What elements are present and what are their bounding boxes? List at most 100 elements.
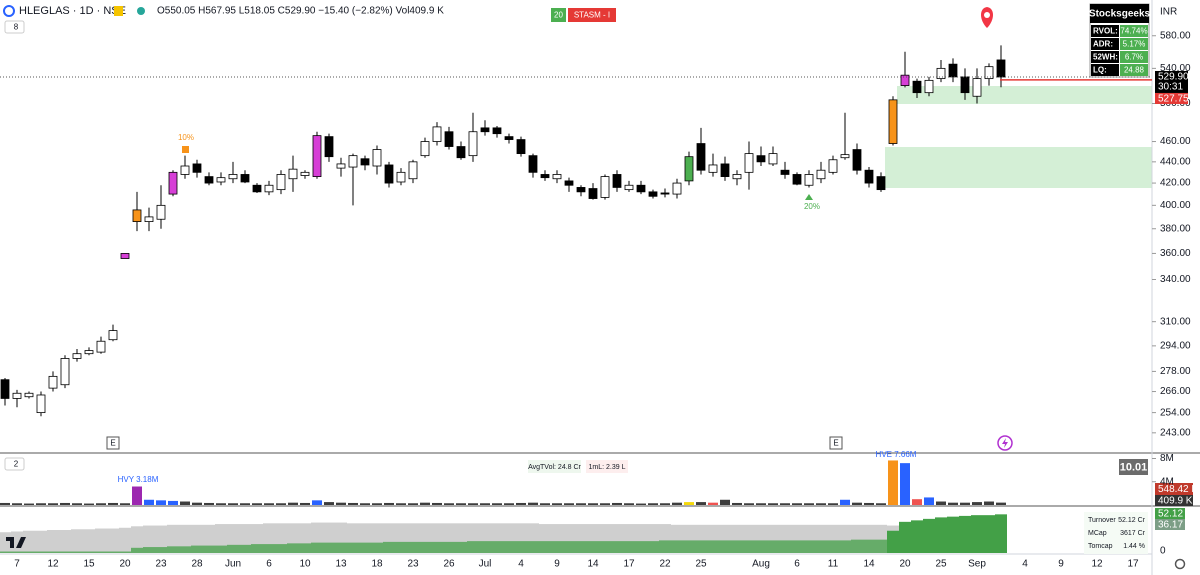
volume-bar <box>0 502 10 505</box>
indicator-count[interactable]: 8 <box>14 23 19 32</box>
x-tick-label: Sep <box>968 559 986 570</box>
symbol[interactable]: HLEGLAS · 1D · NSE <box>19 5 126 17</box>
candle-body <box>324 136 334 158</box>
marks <box>0 45 1007 553</box>
candle-body <box>516 139 526 155</box>
turnover-bar <box>623 541 635 553</box>
turnover-bar <box>551 541 563 553</box>
y-tick-label: 310.00 <box>1160 316 1191 327</box>
volume-bar <box>36 503 46 505</box>
turnover-bar <box>959 515 971 553</box>
currency[interactable]: INR <box>1160 7 1177 18</box>
turnover-bar <box>935 517 947 553</box>
candle-body <box>720 163 730 177</box>
candle-body <box>372 149 382 167</box>
volume-bar <box>132 486 142 505</box>
volume-bar <box>564 503 574 505</box>
candle-body <box>72 353 82 359</box>
turnover-bar <box>923 518 935 553</box>
turnover-bar <box>791 540 803 553</box>
turnover-bar <box>0 551 11 553</box>
value-badge <box>1155 483 1193 495</box>
volume-bar <box>780 503 790 505</box>
volume-bar <box>468 503 478 505</box>
volume-bar <box>24 503 34 505</box>
volume-bar <box>192 502 202 505</box>
volume-bar <box>396 503 406 505</box>
turnover-bar <box>407 541 419 553</box>
turnover-bar <box>23 551 35 553</box>
turnover-bar <box>911 520 923 553</box>
volume-bar <box>672 502 682 505</box>
x-tick-label: 25 <box>695 559 707 570</box>
candle-body <box>444 131 454 147</box>
earnings-label[interactable]: E <box>110 439 115 448</box>
volume-bar <box>612 502 622 505</box>
candle-body <box>288 168 298 180</box>
volume-bar <box>228 503 238 505</box>
y-tick-label: 380.00 <box>1160 223 1191 234</box>
y-tick-label: 8M <box>1160 453 1174 464</box>
flag-icon[interactable] <box>114 6 123 16</box>
value-badge <box>1155 519 1185 530</box>
turnover-bar <box>647 541 659 553</box>
x-tick-label: Jun <box>225 559 241 570</box>
marker-label: 10% <box>178 133 194 142</box>
y-tick-label: 540.00 <box>1160 63 1191 74</box>
candle-body <box>780 169 790 175</box>
candle-body <box>312 135 322 177</box>
candle-body <box>156 204 166 220</box>
earnings-marker[interactable] <box>829 436 843 450</box>
hvy-label: HVY 3.18M <box>118 475 159 484</box>
turnover-bar <box>287 543 299 553</box>
candle-body <box>144 216 154 222</box>
average-bar <box>95 528 107 553</box>
panel-value: 74.74% <box>1120 27 1147 36</box>
turnover-bar <box>563 541 575 553</box>
turnover-bar <box>395 541 407 553</box>
turnover-bar <box>815 540 827 553</box>
indicator-toggle[interactable] <box>4 457 25 471</box>
x-tick-label: 28 <box>191 559 203 570</box>
turnover-bar <box>839 540 851 553</box>
value-badge-text: 36.17 <box>1158 520 1183 531</box>
candle-body <box>612 174 622 188</box>
volume-bar <box>144 499 154 505</box>
turnover-bar <box>131 547 143 553</box>
x-tick-label: Jul <box>479 559 492 570</box>
settings-button[interactable] <box>1174 558 1186 570</box>
candle-body <box>984 66 994 80</box>
earnings-label[interactable]: E <box>833 439 838 448</box>
pin-dot <box>984 12 990 18</box>
y-tick-label: 0 <box>1160 546 1166 557</box>
candle-body <box>792 174 802 185</box>
x-tick-label: 20 <box>899 559 911 570</box>
volume-bar <box>708 502 718 505</box>
volume-bar <box>60 502 70 505</box>
candle-body <box>624 184 634 191</box>
stage-badge <box>568 8 616 22</box>
candle-body <box>348 155 358 168</box>
volume-bar <box>852 502 862 505</box>
volume-bar <box>696 502 706 505</box>
turnover-bar <box>827 540 839 553</box>
panel-value-cell <box>1120 38 1148 50</box>
logo[interactable] <box>6 537 26 548</box>
candle-body <box>456 146 466 159</box>
x-tick-label: 6 <box>794 559 800 570</box>
volume-bar <box>156 500 166 505</box>
hve-label: HVE 7.66M <box>876 450 917 459</box>
panel-label-cell <box>1091 51 1119 63</box>
earnings-marker[interactable] <box>106 436 120 450</box>
volume-bar <box>312 500 322 505</box>
turnover-bar <box>443 541 455 553</box>
indicator-toggle[interactable] <box>4 20 25 34</box>
indicator-count[interactable]: 2 <box>14 460 19 469</box>
volume-bar <box>948 502 958 505</box>
panel-label-cell <box>1091 64 1119 76</box>
candle-body <box>552 174 562 180</box>
turnover-bar <box>359 542 371 553</box>
candle-body <box>264 184 274 193</box>
candle-body <box>960 76 970 94</box>
candle-body <box>528 155 538 173</box>
